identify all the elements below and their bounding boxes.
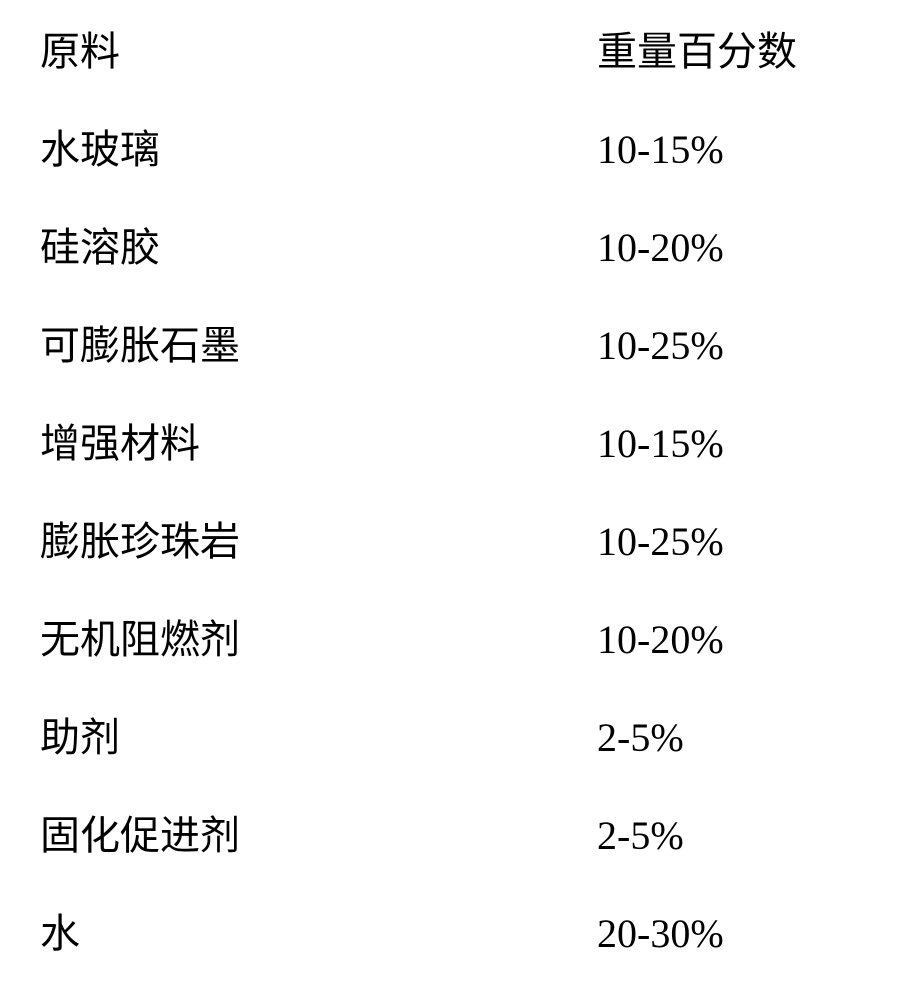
row-name: 增强材料 (40, 422, 200, 466)
row-value: 10-25% (597, 324, 877, 368)
row-value: 10-20% (597, 618, 877, 662)
table-row: 水 20-30% (40, 912, 877, 956)
table-row: 增强材料 10-15% (40, 422, 877, 466)
header-col-value: 重量百分数 (597, 30, 877, 74)
row-name: 可膨胀石墨 (40, 324, 240, 368)
table-row: 膨胀珍珠岩 10-25% (40, 520, 877, 564)
row-name: 硅溶胶 (40, 226, 160, 270)
table-header-row: 原料 重量百分数 (40, 30, 877, 74)
table-row: 可膨胀石墨 10-25% (40, 324, 877, 368)
row-value: 10-15% (597, 128, 877, 172)
row-name: 水玻璃 (40, 128, 160, 172)
table-row: 固化促进剂 2-5% (40, 814, 877, 858)
row-value: 10-20% (597, 226, 877, 270)
row-value: 10-15% (597, 422, 877, 466)
row-name: 膨胀珍珠岩 (40, 520, 240, 564)
table-row: 硅溶胶 10-20% (40, 226, 877, 270)
composition-table: 原料 重量百分数 水玻璃 10-15% 硅溶胶 10-20% 可膨胀石墨 10-… (40, 30, 877, 956)
row-name: 无机阻燃剂 (40, 618, 240, 662)
row-value: 10-25% (597, 520, 877, 564)
table-row: 无机阻燃剂 10-20% (40, 618, 877, 662)
row-name: 固化促进剂 (40, 814, 240, 858)
row-value: 2-5% (597, 814, 877, 858)
row-name: 水 (40, 912, 80, 956)
row-value: 20-30% (597, 912, 877, 956)
row-name: 助剂 (40, 716, 120, 760)
table-row: 水玻璃 10-15% (40, 128, 877, 172)
header-col-name: 原料 (40, 30, 120, 74)
row-value: 2-5% (597, 716, 877, 760)
table-row: 助剂 2-5% (40, 716, 877, 760)
